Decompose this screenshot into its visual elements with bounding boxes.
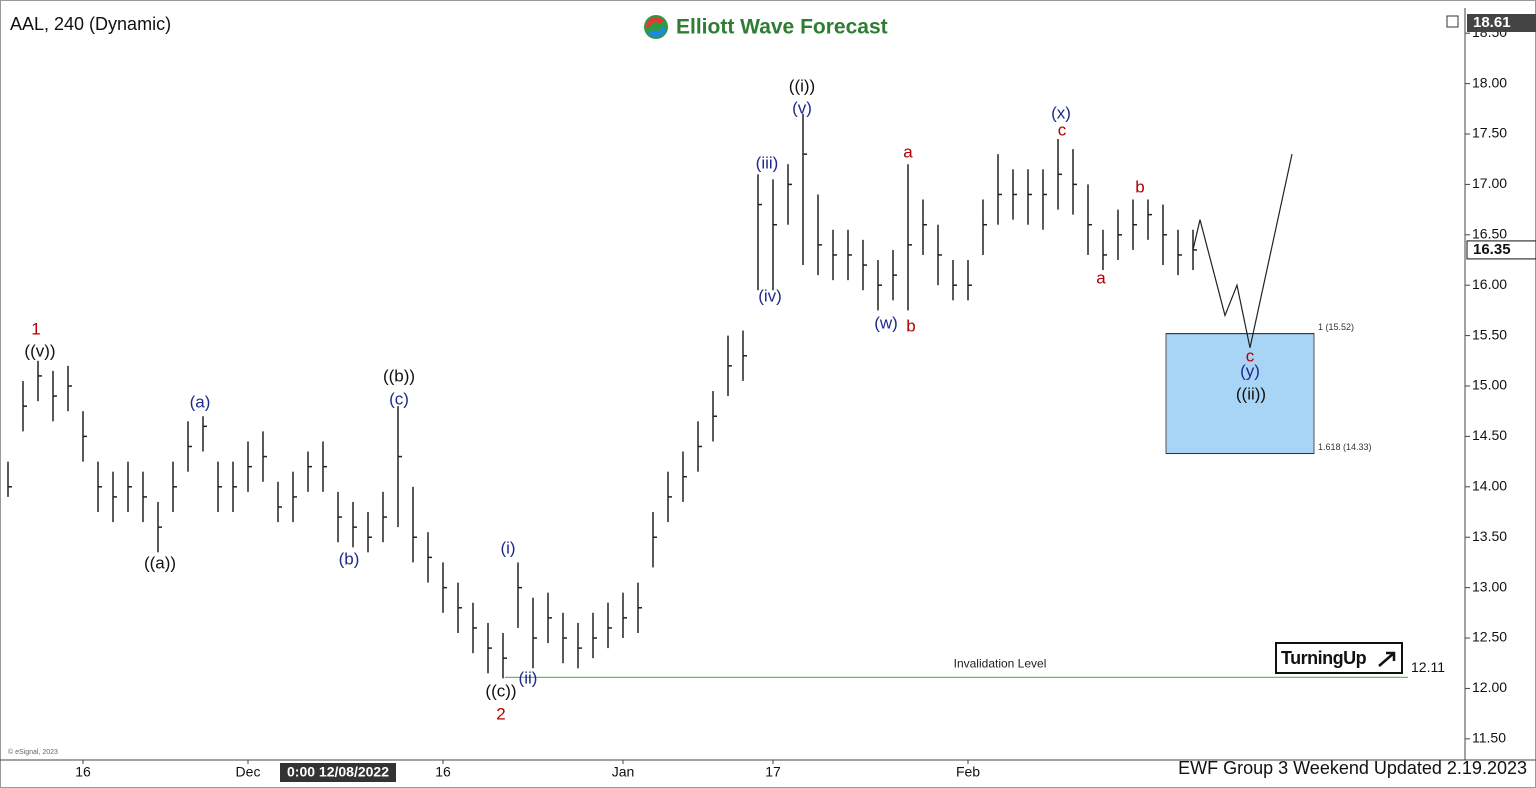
badge-arrow <box>1378 651 1396 667</box>
x-tick-label: Dec <box>236 764 261 780</box>
y-tick-label: 17.50 <box>1472 125 1507 141</box>
wave-label: 1 <box>31 319 40 338</box>
wave-label: c <box>1246 346 1255 365</box>
wave-label: (b) <box>339 549 360 568</box>
wave-label: c <box>1058 120 1067 139</box>
last-price: 16.35 <box>1473 241 1511 258</box>
y-tick-label: 12.50 <box>1472 629 1507 645</box>
brand: Elliott Wave Forecast <box>676 16 888 39</box>
wave-label: (x) <box>1051 103 1071 122</box>
y-tick-label: 16.50 <box>1472 226 1507 242</box>
invalidation-label: Invalidation Level <box>954 657 1047 671</box>
x-tick-label: Jan <box>612 764 635 780</box>
last-price-tag <box>1466 240 1536 260</box>
logo-icon <box>646 16 664 27</box>
wave-label: (iii) <box>756 153 779 172</box>
wave-label: (iv) <box>758 286 782 305</box>
y-tick-label: 14.50 <box>1472 427 1507 443</box>
wave-label: (v) <box>792 98 812 117</box>
wave-label: (ii) <box>519 668 538 687</box>
x-tick-label: Feb <box>956 764 980 780</box>
x-tick-label: 16 <box>75 764 91 780</box>
wave-label: ((c)) <box>485 681 516 700</box>
target-zone <box>1165 333 1315 455</box>
wave-label: 2 <box>496 704 505 723</box>
y-tick-label: 12.00 <box>1472 679 1507 695</box>
projection-path <box>1192 154 1293 348</box>
wave-label: ((b)) <box>383 366 415 385</box>
y-tick-label: 15.00 <box>1472 377 1507 393</box>
y-tick-label: 11.50 <box>1472 730 1506 746</box>
crosshair-label: 0:00 12/08/2022 <box>287 764 389 780</box>
wave-label: (i) <box>500 538 515 557</box>
x-tick-label: 16 <box>435 764 451 780</box>
badge-text: TurningUp <box>1281 648 1367 668</box>
wave-label: a <box>903 142 913 161</box>
chart-title: AAL, 240 (Dynamic) <box>10 14 171 34</box>
copyright: © eSignal, 2023 <box>8 748 58 756</box>
invalidation-value: 12.11 <box>1411 659 1445 675</box>
wave-label: (y) <box>1240 361 1260 380</box>
logo-icon <box>648 27 666 37</box>
wave-label: b <box>1135 177 1144 196</box>
y-tick-label: 16.00 <box>1472 276 1507 292</box>
wave-label: a <box>1096 268 1106 287</box>
logo: Elliott Wave Forecast <box>644 15 888 39</box>
badge: TurningUp <box>1275 642 1403 674</box>
y-tick-label: 18.00 <box>1472 74 1507 90</box>
high-price: 18.61 <box>1473 14 1511 31</box>
wave-label: ((ii)) <box>1236 384 1266 403</box>
y-tick-label: 13.50 <box>1472 528 1507 544</box>
wave-label: ((a)) <box>144 553 176 572</box>
wave-label: ((v)) <box>24 341 55 360</box>
y-tick-label: 13.00 <box>1472 578 1507 594</box>
wave-label: (a) <box>190 392 211 411</box>
badge-box <box>1275 642 1403 674</box>
footer: EWF Group 3 Weekend Updated 2.19.2023 <box>1178 758 1527 778</box>
window-button[interactable] <box>1446 15 1459 28</box>
wave-label: b <box>906 316 915 335</box>
crosshair-label-bg <box>280 763 396 782</box>
y-tick-label: 14.00 <box>1472 478 1507 494</box>
y-tick-label: 15.50 <box>1472 326 1507 342</box>
target-label: 1.618 (14.33) <box>1318 442 1372 452</box>
x-tick-label: 17 <box>765 764 781 780</box>
wave-label: (c) <box>389 389 409 408</box>
y-tick-label: 17.00 <box>1472 175 1507 191</box>
high-price-tag <box>1467 14 1536 32</box>
target-label: 1 (15.52) <box>1318 322 1354 332</box>
wave-label: ((i)) <box>789 76 815 95</box>
wave-label: (w) <box>874 313 898 332</box>
